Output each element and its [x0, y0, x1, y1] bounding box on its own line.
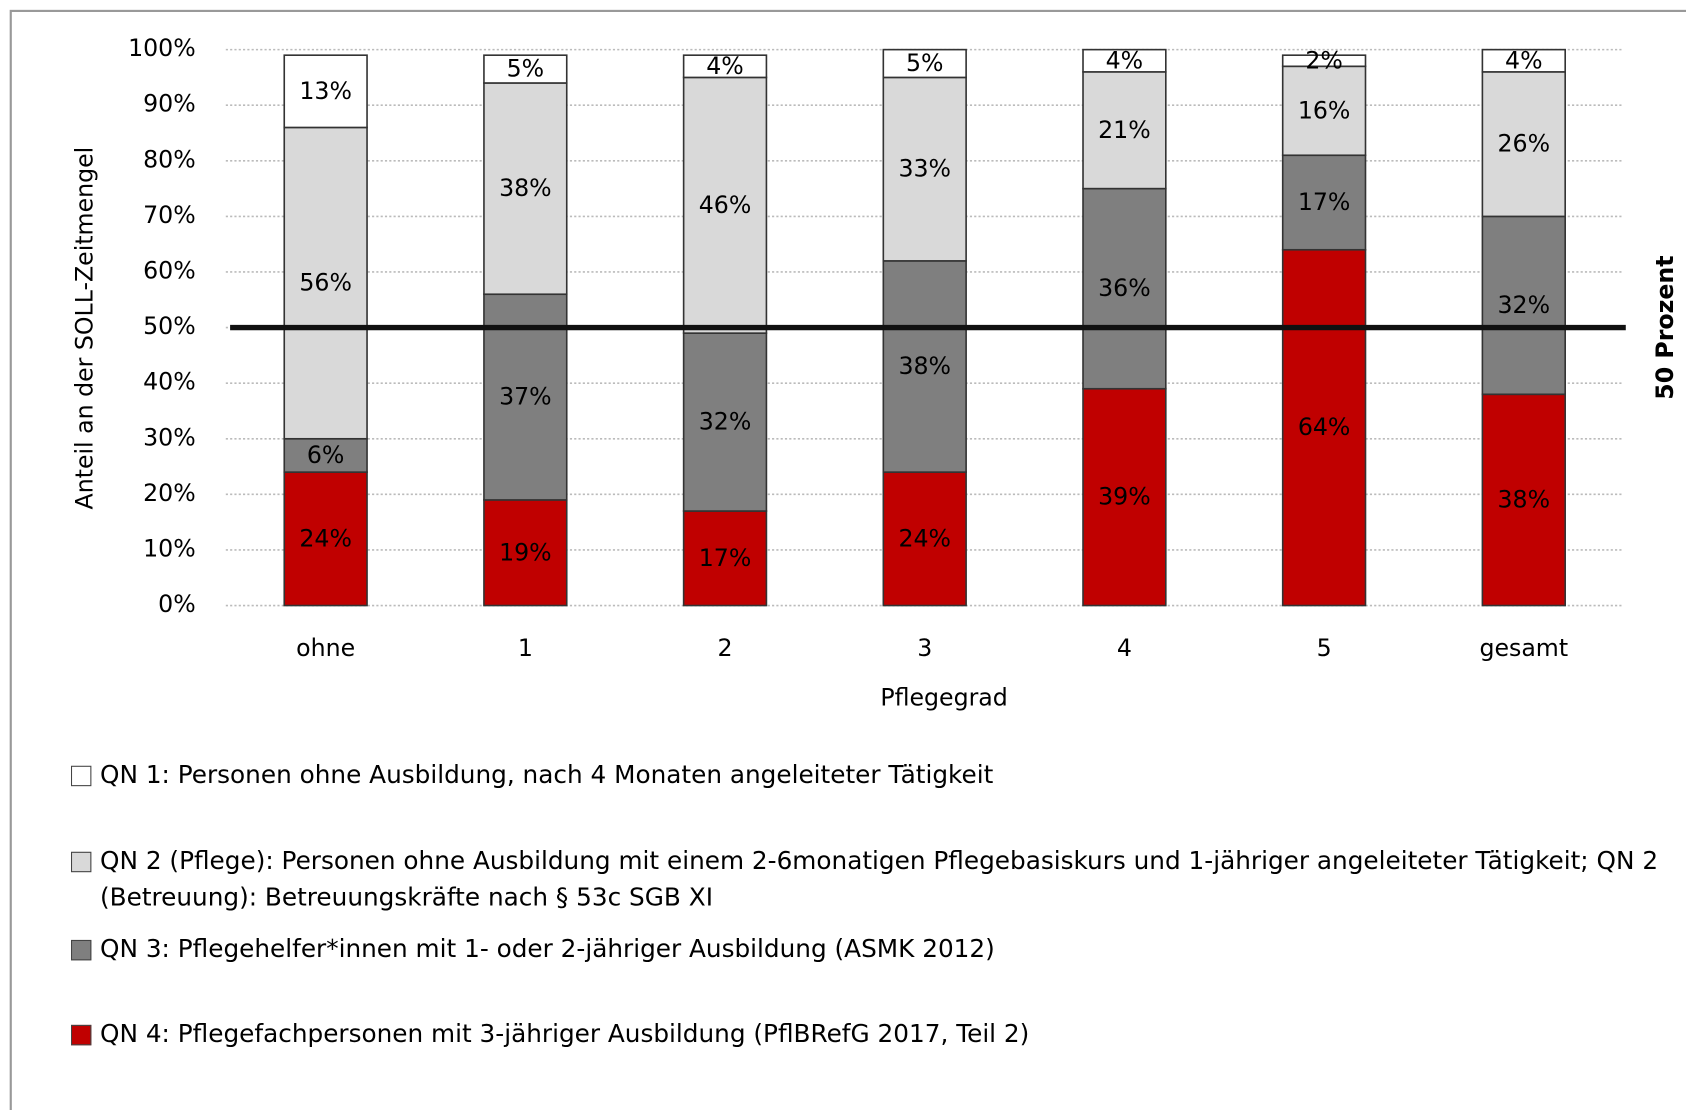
bar-segment	[882, 260, 967, 473]
legend-swatch	[70, 939, 92, 961]
bar-segment	[1082, 387, 1167, 607]
data-label: 38%	[1498, 485, 1551, 513]
bar-segment	[283, 437, 368, 473]
y-tick-label: 90%	[143, 90, 196, 118]
bar-segment	[283, 126, 368, 440]
bar-segment	[483, 54, 568, 84]
x-tick-label: gesamt	[1479, 634, 1568, 662]
frame	[9, 9, 1686, 1110]
bar-segment	[882, 471, 967, 607]
bar-segment	[1082, 48, 1167, 73]
data-label: 37%	[499, 383, 552, 411]
legend-label: QN 3: Pflegehelfer*innen mit 1- oder 2-j…	[99, 935, 995, 964]
data-label: 21%	[1098, 116, 1151, 144]
legend-swatch	[70, 765, 92, 787]
y-tick-label: 80%	[143, 145, 196, 173]
data-label: 6%	[307, 441, 345, 469]
reference-label: 50 Prozent	[1651, 255, 1679, 399]
x-tick-label: 4	[1117, 634, 1132, 662]
x-tick-label: ohne	[296, 634, 355, 662]
x-tick-label: 1	[518, 634, 533, 662]
bar-segment	[483, 499, 568, 607]
bar-segment	[682, 510, 768, 607]
bar-segment	[682, 76, 768, 334]
data-label: 26%	[1498, 130, 1551, 158]
data-label: 17%	[1298, 188, 1351, 216]
data-label: 56%	[299, 269, 352, 297]
y-tick-label: 0%	[158, 590, 196, 618]
data-label: 32%	[699, 408, 752, 436]
data-label: 38%	[898, 352, 951, 380]
x-axis-title: Pflegegrad	[880, 684, 1007, 712]
legend-swatch	[70, 1024, 92, 1046]
data-label: 19%	[499, 538, 552, 566]
x-tick-label: 2	[718, 634, 733, 662]
data-label: 5%	[507, 55, 545, 83]
data-label: 2%	[1305, 46, 1343, 74]
data-label: 17%	[699, 544, 752, 572]
data-label: 4%	[706, 52, 744, 80]
data-label: 46%	[699, 191, 752, 219]
bar-segment	[882, 48, 967, 79]
legend-item: QN 2 (Pflege): Personen ohne Ausbildung …	[70, 843, 1673, 916]
data-label: 13%	[299, 77, 352, 105]
bar-segment	[283, 54, 368, 129]
bar-segment	[1082, 71, 1167, 190]
y-tick-label: 30%	[143, 423, 196, 451]
bar-segment	[682, 332, 768, 512]
bar-segment	[1281, 54, 1367, 68]
y-tick-label: 70%	[143, 201, 196, 229]
data-label: 64%	[1298, 413, 1351, 441]
data-label: 16%	[1298, 96, 1351, 124]
bar-segment	[1481, 215, 1566, 396]
y-tick-label: 10%	[143, 534, 196, 562]
bar-segment	[1281, 248, 1367, 607]
data-label: 24%	[898, 524, 951, 552]
legend-swatch	[70, 851, 92, 873]
data-label: 38%	[499, 174, 552, 202]
data-label: 24%	[299, 524, 352, 552]
data-label: 39%	[1098, 483, 1151, 511]
bar-segment	[682, 54, 768, 79]
legend-label: QN 2 (Pflege): Personen ohne Ausbildung …	[99, 847, 1659, 912]
y-tick-label: 100%	[128, 34, 196, 62]
data-label: 33%	[898, 155, 951, 183]
data-label: 36%	[1098, 274, 1151, 302]
legend-item: QN 1: Personen ohne Ausbildung, nach 4 M…	[70, 757, 1673, 794]
data-label: 4%	[1505, 46, 1543, 74]
x-tick-label: 5	[1317, 634, 1332, 662]
data-label: 5%	[906, 49, 944, 77]
legend-label: QN 1: Personen ohne Ausbildung, nach 4 M…	[99, 761, 994, 790]
legend-item: QN 4: Pflegefachpersonen mit 3-jähriger …	[70, 1016, 1673, 1053]
data-label: 4%	[1106, 46, 1144, 74]
bar-segment	[1281, 154, 1367, 251]
bar-segment	[283, 471, 368, 607]
legend-label: QN 4: Pflegefachpersonen mit 3-jähriger …	[99, 1020, 1030, 1049]
bar-segment	[1481, 393, 1566, 607]
bar-segment	[1481, 48, 1566, 73]
legend: QN 1: Personen ohne Ausbildung, nach 4 M…	[70, 757, 1673, 1053]
y-tick-label: 40%	[143, 368, 196, 396]
y-tick-label: 50%	[143, 312, 196, 340]
y-tick-label: 60%	[143, 256, 196, 284]
y-axis-title: Anteil an der SOLL-Zeitmengel	[71, 147, 99, 510]
legend-item: QN 3: Pflegehelfer*innen mit 1- oder 2-j…	[70, 931, 1673, 968]
y-tick-label: 20%	[143, 479, 196, 507]
data-label: 32%	[1498, 291, 1551, 319]
x-tick-label: 3	[917, 634, 932, 662]
